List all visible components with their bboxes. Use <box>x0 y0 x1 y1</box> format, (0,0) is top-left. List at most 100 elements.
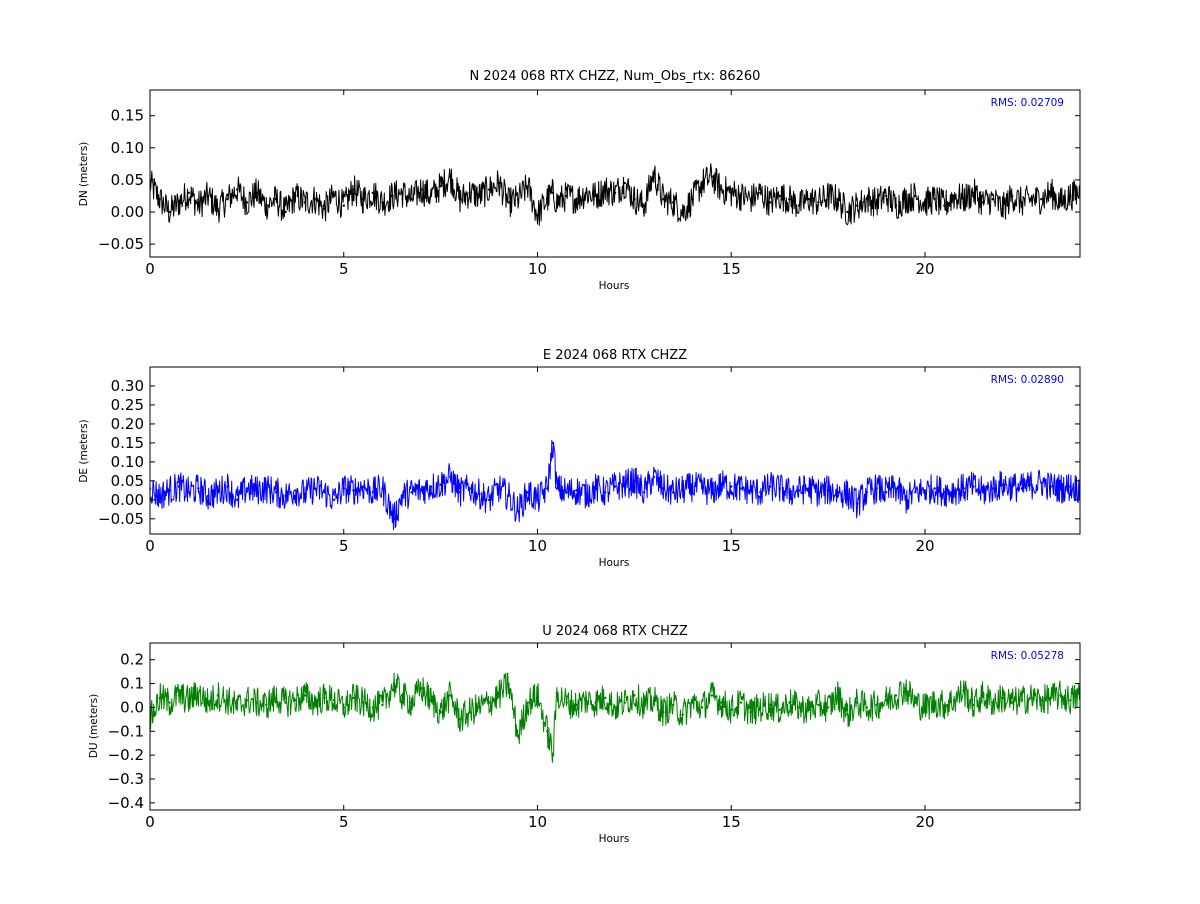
data-point <box>807 487 810 490</box>
data-point <box>691 198 694 201</box>
data-point <box>749 489 752 492</box>
data-point <box>594 701 597 704</box>
data-point <box>701 706 704 709</box>
data-point <box>536 214 539 217</box>
data-point <box>894 204 898 207</box>
data-point <box>914 491 917 494</box>
x-tick-label: 10 <box>528 260 547 278</box>
rms-annotation: RMS: 0.02709 <box>991 97 1064 109</box>
data-point <box>681 489 684 492</box>
data-point <box>478 492 481 496</box>
series-layer <box>150 439 1080 531</box>
data-point <box>720 701 723 704</box>
panel-title: U 2024 068 RTX CHZZ <box>542 624 688 639</box>
data-point <box>216 491 219 494</box>
data-point <box>826 706 830 709</box>
data-point <box>826 489 830 492</box>
y-tick-label: 0.00 <box>111 491 144 509</box>
data-point <box>265 204 268 207</box>
y-tick-label: 0.05 <box>111 171 144 189</box>
data-point <box>392 682 396 685</box>
data-point <box>817 201 820 204</box>
y-tick-label: −0.2 <box>108 746 144 764</box>
data-point <box>565 491 568 494</box>
data-point <box>623 483 626 486</box>
data-point <box>536 694 539 697</box>
data-point <box>720 188 723 191</box>
data-point <box>255 191 258 194</box>
data-point <box>768 201 772 204</box>
data-point <box>158 696 161 700</box>
x-axis-label: Hours <box>599 833 630 845</box>
y-tick-label: 0.0 <box>120 698 144 716</box>
data-point <box>710 694 714 697</box>
data-point <box>613 485 617 488</box>
data-point <box>555 487 559 490</box>
x-tick-label: 5 <box>339 537 349 555</box>
data-point <box>245 699 249 702</box>
data-point <box>342 706 345 709</box>
data-point <box>1020 699 1024 702</box>
data-point <box>400 191 404 194</box>
x-tick-label: 10 <box>528 537 547 555</box>
x-tick-label: 20 <box>915 537 934 555</box>
data-point <box>487 498 491 501</box>
y-tick-label: 0.10 <box>111 139 144 157</box>
data-point <box>739 194 743 198</box>
data-point <box>943 703 946 707</box>
data-point <box>410 491 413 494</box>
series-layer <box>150 672 1080 763</box>
data-point <box>778 194 781 198</box>
data-point <box>885 491 888 494</box>
data-point <box>846 210 849 214</box>
data-point <box>1030 198 1033 201</box>
x-tick-label: 20 <box>915 813 934 831</box>
x-tick-label: 0 <box>145 813 155 831</box>
data-point <box>797 204 801 207</box>
data-point <box>885 194 888 198</box>
data-point <box>487 701 491 704</box>
y-tick-label: 0.05 <box>111 472 144 490</box>
data-point <box>952 489 956 492</box>
data-point <box>265 703 268 707</box>
data-point <box>206 494 210 498</box>
data-point <box>797 489 801 492</box>
x-tick-label: 20 <box>915 260 934 278</box>
data-point <box>962 689 965 692</box>
data-point <box>642 204 646 207</box>
data-point <box>817 491 820 494</box>
data-point <box>662 711 665 714</box>
data-point <box>972 191 975 194</box>
data-point <box>255 489 258 492</box>
data-point <box>1059 201 1062 204</box>
data-point <box>284 494 287 498</box>
data-point <box>274 198 278 201</box>
series-trace <box>150 439 1080 531</box>
data-point <box>652 699 655 702</box>
data-point <box>952 194 956 198</box>
tick-layer: 0 5 10 15 20 −0.05 0.00 0.05 0.10 0.15 <box>98 90 1080 278</box>
y-tick-label: −0.3 <box>108 770 144 788</box>
data-point <box>410 198 413 201</box>
data-point <box>206 701 210 704</box>
data-point <box>507 201 510 204</box>
data-point <box>894 694 898 697</box>
data-point <box>245 487 249 490</box>
data-point <box>526 491 529 494</box>
data-point <box>972 703 975 707</box>
data-point <box>410 701 413 704</box>
data-point <box>904 198 907 201</box>
data-point <box>352 188 355 191</box>
data-point <box>720 483 723 486</box>
data-point <box>584 699 588 702</box>
data-point <box>836 491 839 494</box>
data-point <box>352 489 355 492</box>
data-point <box>875 201 878 204</box>
data-point <box>846 713 849 716</box>
data-point <box>371 491 374 494</box>
data-point <box>197 691 200 695</box>
data-point <box>439 483 442 486</box>
data-point <box>710 491 714 494</box>
data-point <box>197 487 200 490</box>
